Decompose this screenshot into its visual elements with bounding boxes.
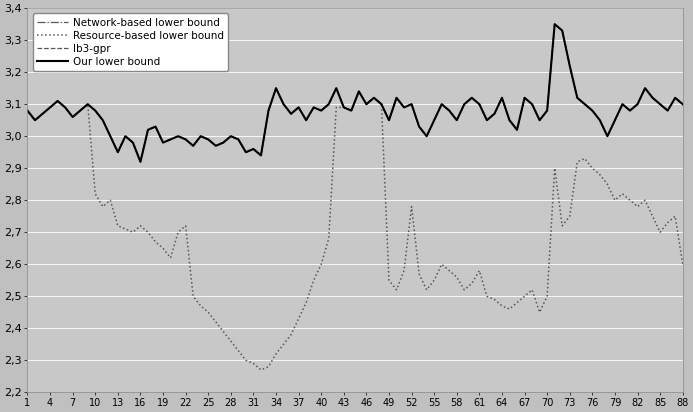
Network-based lower bound [415,124,423,129]
Network-based lower bound [38,111,46,116]
Our lower bound [415,124,423,129]
lb3-gpr [550,22,559,27]
Legend: Network-based lower bound, Resource-based lower bound, lb3-gpr, Our lower bound: Network-based lower bound, Resource-base… [33,13,229,71]
lb3-gpr [355,89,363,94]
Resource-based lower bound [204,310,212,315]
Resource-based lower bound [211,319,220,324]
Our lower bound [219,140,227,145]
Resource-based lower bound [678,262,687,267]
Network-based lower bound [137,159,145,164]
lb3-gpr [415,124,423,129]
Our lower bound [137,159,145,164]
lb3-gpr [24,108,32,113]
Line: Resource-based lower bound: Resource-based lower bound [28,91,683,370]
Network-based lower bound [24,108,32,113]
Resource-based lower bound [24,108,32,113]
Resource-based lower bound [423,288,431,293]
Line: Our lower bound: Our lower bound [28,24,683,162]
Resource-based lower bound [550,166,559,171]
lb3-gpr [211,143,220,148]
Our lower bound [678,102,687,107]
Network-based lower bound [543,108,552,113]
Our lower bound [550,22,559,27]
Our lower bound [38,111,46,116]
Our lower bound [24,108,32,113]
lb3-gpr [38,111,46,116]
lb3-gpr [219,140,227,145]
Our lower bound [355,89,363,94]
Network-based lower bound [211,143,220,148]
Network-based lower bound [219,140,227,145]
lb3-gpr [543,108,552,113]
Our lower bound [211,143,220,148]
lb3-gpr [678,102,687,107]
Resource-based lower bound [355,89,363,94]
Resource-based lower bound [362,102,371,107]
lb3-gpr [137,159,145,164]
Line: Network-based lower bound: Network-based lower bound [28,24,683,162]
Network-based lower bound [678,102,687,107]
Network-based lower bound [550,22,559,27]
Resource-based lower bound [257,368,265,372]
Line: lb3-gpr: lb3-gpr [28,24,683,162]
Our lower bound [543,108,552,113]
Network-based lower bound [355,89,363,94]
Resource-based lower bound [38,111,46,116]
